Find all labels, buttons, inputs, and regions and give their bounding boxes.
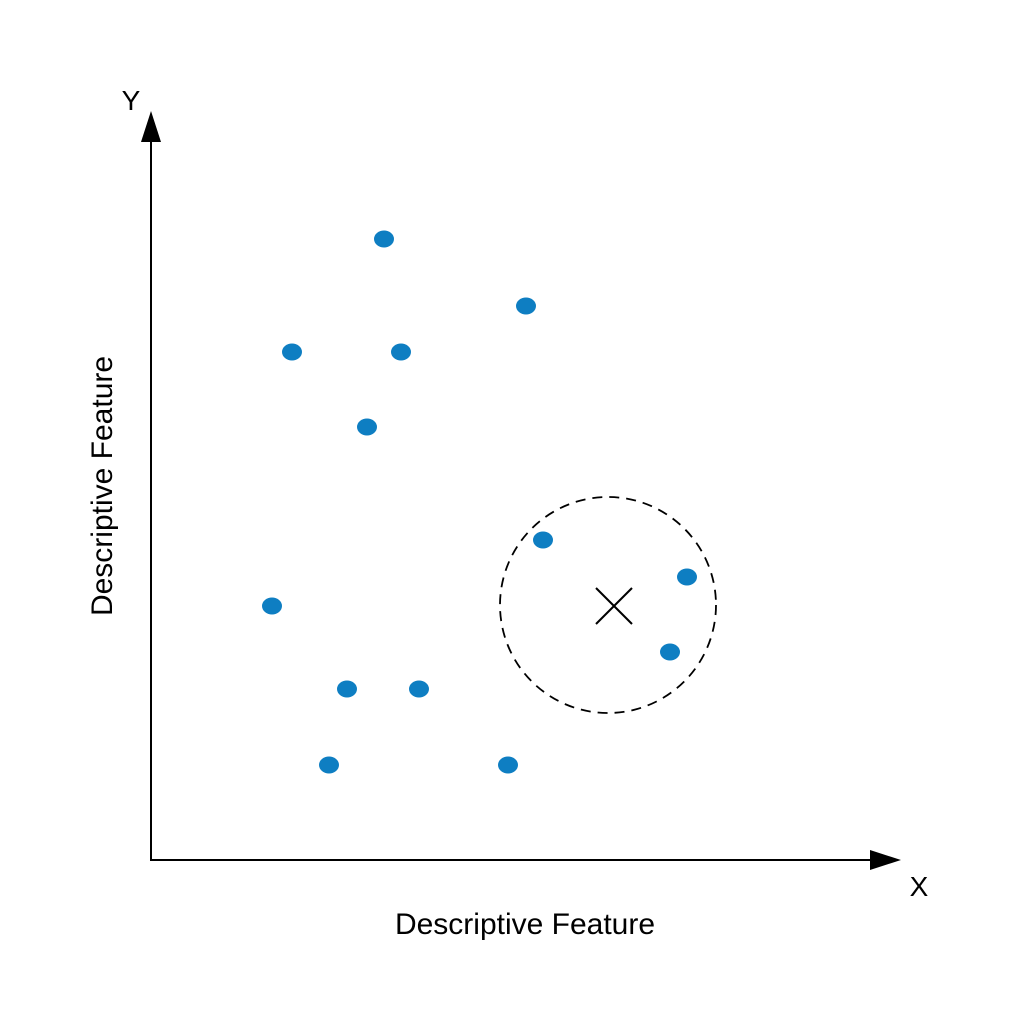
data-point	[498, 756, 518, 774]
neighborhood-circle	[499, 496, 717, 714]
x-axis-arrow	[870, 850, 901, 870]
data-point	[319, 756, 339, 774]
data-point	[533, 531, 553, 549]
y-axis-letter: Y	[122, 85, 141, 116]
data-point	[677, 568, 697, 586]
x-cross-icon	[595, 587, 633, 625]
y-axis-label: Descriptive Feature	[86, 356, 119, 616]
data-point	[374, 230, 394, 248]
x-axis-letter: X	[910, 871, 929, 902]
data-points	[262, 230, 697, 774]
data-point	[409, 680, 429, 698]
data-point	[282, 343, 302, 361]
y-axis-arrow	[141, 111, 161, 142]
data-point	[262, 597, 282, 615]
data-point	[660, 643, 680, 661]
data-point	[391, 343, 411, 361]
x-axis-label: Descriptive Feature	[395, 908, 655, 941]
data-point	[337, 680, 357, 698]
data-point	[516, 297, 536, 315]
data-point	[357, 418, 377, 436]
